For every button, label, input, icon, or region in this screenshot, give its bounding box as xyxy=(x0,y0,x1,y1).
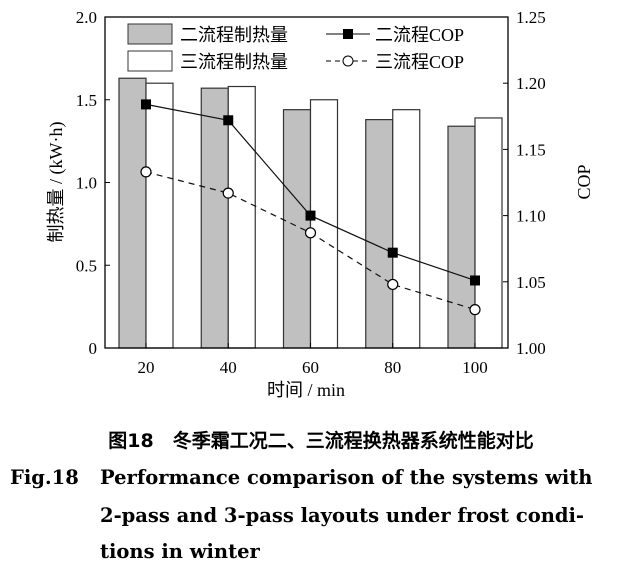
y-tick-label: 1.0 xyxy=(76,174,97,193)
bar-1-60 xyxy=(282,109,312,349)
y2-tick-label: 1.20 xyxy=(516,74,546,93)
caption-en-line3: tions in winter xyxy=(100,540,260,563)
x-tick-label: 60 xyxy=(302,358,319,377)
y2-tick-label: 1.10 xyxy=(516,207,546,226)
y2-axis-label: COP xyxy=(574,164,594,199)
bar-2-20 xyxy=(145,82,174,349)
y-tick-label: 0.5 xyxy=(76,256,97,275)
bar-1-80 xyxy=(365,119,394,349)
y-tick-label: 0 xyxy=(89,339,98,358)
y2-tick-label: 1.05 xyxy=(516,273,546,292)
marker-circle-100 xyxy=(469,304,481,316)
x-tick-label: 40 xyxy=(220,358,237,377)
caption-en-text1: Performance comparison of the systems wi… xyxy=(100,466,593,489)
chart: 0 0.5 1.0 1.5 2.0 1.00 1.05 1.10 1.15 1.20 1.25 20 4… xyxy=(46,8,594,400)
x-tick-label: 80 xyxy=(384,358,401,377)
marker-circle-40 xyxy=(222,187,234,199)
legend-label: 二流程制热量 xyxy=(180,25,288,45)
marker-square-100 xyxy=(470,275,480,286)
x-tick-label: 100 xyxy=(462,358,488,377)
legend-label: 三流程COP xyxy=(375,52,464,72)
y-axis-label: 制热量 / (kW·h) xyxy=(46,122,67,243)
bar-2-100 xyxy=(474,117,503,349)
marker-circle-60 xyxy=(304,227,317,239)
marker-square-40 xyxy=(223,115,234,126)
y2-tick-label: 1.00 xyxy=(516,339,546,358)
bar-1-100 xyxy=(447,125,476,349)
y-tick-label: 2.0 xyxy=(76,8,97,27)
caption-en-line2: 2-pass and 3-pass layouts under frost co… xyxy=(100,504,585,527)
marker-circle-80 xyxy=(387,278,399,291)
x-tick-label: 20 xyxy=(138,358,155,377)
legend-swatch-bar2 xyxy=(127,50,173,72)
bar-1-20 xyxy=(118,77,147,349)
marker-square-60 xyxy=(305,210,316,221)
legend-marker-circle xyxy=(342,55,354,67)
marker-circle-20 xyxy=(140,166,152,178)
x-axis-label: 时间 / min xyxy=(267,380,345,400)
bar-1-40 xyxy=(200,87,229,349)
caption-en-line1: Fig.18 Performance comparison of the syst… xyxy=(10,466,592,489)
legend-marker-square xyxy=(343,29,353,39)
bar-2-80 xyxy=(392,109,421,349)
bar-2-40 xyxy=(227,85,256,349)
bar-2-60 xyxy=(309,99,339,349)
y2-tick-label: 1.25 xyxy=(516,8,546,27)
legend-label: 二流程COP xyxy=(375,25,464,45)
marker-square-80 xyxy=(387,247,398,258)
marker-square-20 xyxy=(141,99,151,110)
figure-label: Fig.18 xyxy=(10,466,79,489)
legend-label: 三流程制热量 xyxy=(180,52,288,72)
y-tick-label: 1.5 xyxy=(76,91,97,110)
caption-cn: 图18 冬季霜工况二、三流程换热器系统性能对比 xyxy=(108,430,534,452)
y2-tick-label: 1.15 xyxy=(516,140,546,159)
legend-swatch-bar1 xyxy=(127,23,173,45)
